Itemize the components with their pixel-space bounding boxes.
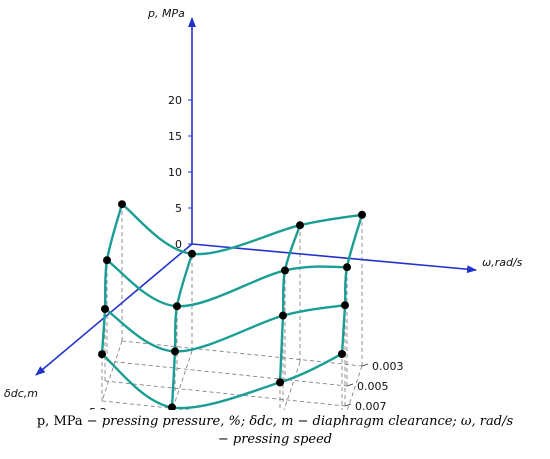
delta-axis	[35, 243, 193, 376]
omega-tick-label: 0.007	[355, 400, 387, 410]
floor-grid-line	[121, 340, 363, 367]
p-tick-label: 0	[175, 238, 182, 251]
omega-tick	[346, 383, 354, 387]
surface-point	[338, 350, 346, 358]
caption-line-1: p, MPa − pressing pressure, %; δdc, m − …	[0, 414, 550, 429]
p-tick-label: 5	[175, 202, 182, 215]
surface-curve-delta	[278, 224, 302, 383]
floor-grid-line	[101, 340, 123, 402]
omega-axis	[191, 243, 477, 274]
surface-point	[101, 305, 109, 313]
surface-curve-delta	[340, 214, 364, 355]
caption-line-2: − pressing speed	[0, 432, 550, 447]
surface-point	[343, 263, 351, 272]
surface-point	[281, 266, 289, 275]
surface-point	[276, 378, 284, 387]
p-tick-label: 10	[168, 166, 182, 179]
surface-point	[118, 200, 126, 209]
caption-pressing-speed: − pressing speed	[217, 432, 333, 447]
surface-point	[103, 256, 111, 265]
p-tick-label: 15	[168, 130, 182, 143]
surface-curve-omega	[101, 352, 343, 410]
p-axis-label: p, MPa	[147, 7, 185, 20]
surface-curves	[100, 203, 364, 410]
surface-points	[98, 200, 366, 410]
caption-definitions: pressing pressure, %; δdc, m − diaphragm…	[101, 414, 514, 429]
caption-p-term: p, MPa −	[36, 414, 98, 429]
surface-point	[173, 302, 181, 311]
delta-axis-label: δdc,m	[4, 387, 38, 400]
chart-canvas: 051015205.26.26.87.30.0030.0050.0070.009…	[4, 7, 523, 410]
surface-curve-delta	[100, 203, 124, 355]
surface-curve-omega	[104, 304, 346, 353]
floor-grid-line	[346, 365, 363, 410]
floor-grid-line	[171, 350, 193, 410]
surface-point	[341, 301, 349, 310]
surface-point	[168, 403, 176, 410]
surface-point	[98, 350, 106, 359]
omega-tick	[361, 363, 369, 367]
omega-tick-label: 0.003	[372, 360, 404, 373]
surface-point	[296, 221, 304, 230]
delta-tick-label: 5.2	[89, 406, 107, 410]
surface-curve-omega	[121, 203, 363, 256]
surface-point	[171, 347, 179, 356]
floor-grid-line	[104, 380, 346, 407]
floor-grid-line	[283, 361, 301, 410]
surface-point	[358, 210, 366, 219]
surface-point	[279, 311, 287, 320]
omega-axis-label: ω,rad/s	[482, 256, 523, 269]
p-tick-label: 20	[168, 94, 182, 107]
floor-grid-line	[106, 360, 348, 387]
surface-curve-delta	[170, 253, 194, 408]
axes	[35, 17, 477, 376]
omega-tick-label: 0.005	[357, 380, 389, 393]
surface-point	[188, 249, 196, 258]
surface-curve-omega	[106, 259, 348, 308]
omega-tick	[344, 403, 352, 407]
